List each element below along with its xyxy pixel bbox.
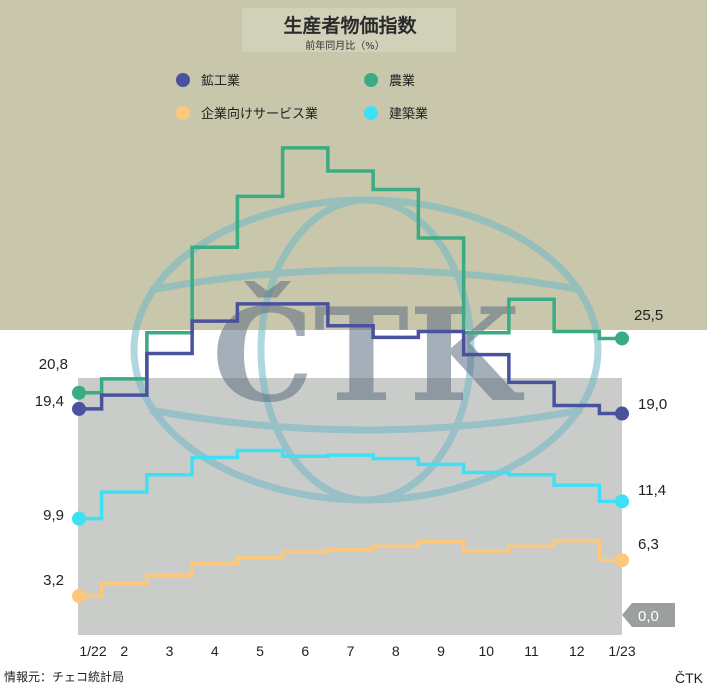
zero-tag	[622, 603, 675, 627]
x-tick-label: 11	[524, 643, 539, 659]
legend-marker-mining	[176, 73, 190, 87]
x-tick-label: 9	[437, 643, 445, 659]
x-tick-label: 2	[120, 643, 128, 659]
end-label-construction: 11,4	[638, 482, 666, 499]
watermark-globe-icon	[130, 196, 602, 504]
legend-marker-agriculture	[364, 73, 378, 87]
legend-label-construction: 建築業	[389, 106, 428, 122]
series-line-services	[79, 538, 622, 598]
x-tick-label: 8	[392, 643, 400, 659]
start-point-construction	[72, 511, 86, 526]
x-tick-label: 12	[569, 643, 585, 659]
x-tick-label: 10	[478, 643, 494, 659]
x-tick-label: 1/22	[79, 643, 106, 659]
legend: 鉱工業 農業 企業向けサービス業 建築業	[176, 73, 428, 122]
start-label-services: 3,2	[43, 572, 64, 589]
series-line-construction	[79, 448, 622, 521]
start-point-mining	[72, 401, 86, 416]
legend-label-services: 企業向けサービス業	[201, 106, 318, 122]
title-box	[242, 8, 456, 52]
brand-mark: ČTK	[675, 670, 704, 686]
chart-title: 生産者物価指数	[283, 14, 417, 37]
label-strip-right	[622, 330, 707, 650]
series-line-agriculture	[79, 146, 622, 395]
x-axis: 1/22 2 3 4 5 6 7 8 9 10 11 12 1/23	[79, 643, 635, 659]
x-tick-label: 1/23	[608, 643, 635, 659]
x-tick-label: 4	[211, 643, 219, 659]
start-point-services	[72, 589, 86, 604]
series-line-mining	[79, 302, 622, 416]
start-point-agriculture	[72, 385, 86, 400]
legend-label-agriculture: 農業	[389, 73, 415, 89]
end-point-construction	[615, 494, 629, 509]
end-label-agriculture: 25,5	[634, 307, 663, 324]
end-label-mining: 19,0	[638, 396, 667, 413]
x-tick-label: 5	[256, 643, 264, 659]
end-point-mining	[615, 406, 629, 421]
x-tick-label: 6	[301, 643, 309, 659]
source-note: 情報元：チェコ統計局	[4, 669, 124, 684]
zero-label: 0,0	[638, 608, 659, 625]
background-top-right	[0, 0, 707, 330]
end-label-services: 6,3	[638, 536, 659, 553]
legend-marker-construction	[364, 106, 378, 120]
start-label-agriculture: 20,8	[39, 356, 68, 373]
x-tick-label: 3	[166, 643, 174, 659]
chart-subtitle: 前年同月比（%）	[305, 39, 385, 52]
end-point-services	[615, 553, 629, 568]
x-tick-label: 7	[347, 643, 355, 659]
label-strip-left	[0, 378, 78, 638]
start-label-construction: 9,9	[43, 507, 64, 524]
end-point-agriculture	[615, 331, 629, 346]
legend-marker-services	[176, 106, 190, 120]
start-label-mining: 19,4	[35, 393, 64, 410]
legend-label-mining: 鉱工業	[201, 73, 240, 89]
